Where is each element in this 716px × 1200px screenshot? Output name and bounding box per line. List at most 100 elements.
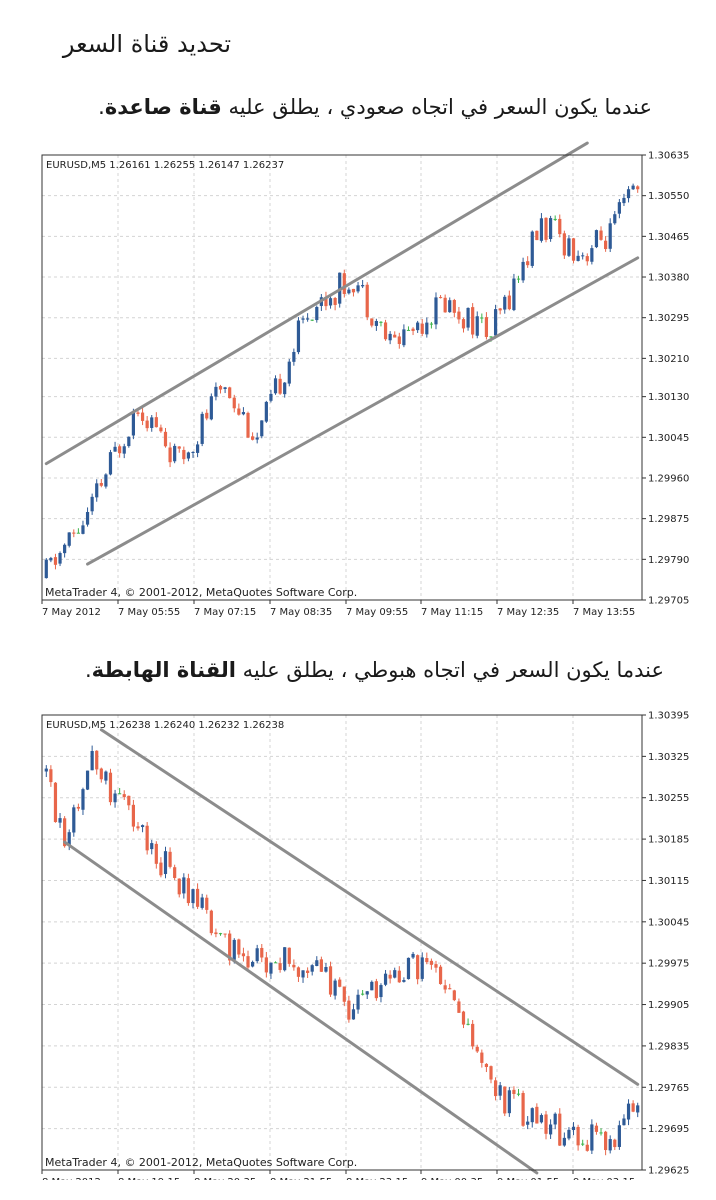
candle-body xyxy=(539,1115,544,1123)
candle-body xyxy=(503,296,507,310)
candle-body xyxy=(562,233,566,256)
y-tick-label: 1.30465 xyxy=(648,232,689,243)
x-tick-label: 8 May 23:15 xyxy=(346,1177,408,1180)
candle-body xyxy=(351,1009,356,1020)
candle-body xyxy=(425,958,429,963)
chart-watermark: MetaTrader 4, © 2001-2012, MetaQuotes So… xyxy=(45,1156,357,1169)
candle-body xyxy=(471,307,475,335)
candle-body xyxy=(99,768,103,780)
candle-body xyxy=(397,970,401,983)
y-tick-label: 1.30130 xyxy=(648,392,689,403)
candle-body xyxy=(273,962,278,964)
y-tick-label: 1.30115 xyxy=(648,876,689,887)
candle-body xyxy=(122,794,126,798)
candle-body xyxy=(631,1103,635,1112)
candle-body xyxy=(191,889,195,904)
candle-body xyxy=(475,1046,479,1052)
candle-body xyxy=(503,1086,507,1114)
candle-body xyxy=(622,1118,626,1126)
x-tick-label: 8 May 2012 xyxy=(42,1177,101,1180)
candle-body xyxy=(516,1093,521,1095)
candle-body xyxy=(136,826,140,829)
candle-body xyxy=(163,431,168,447)
candle-body xyxy=(448,988,452,990)
candle-body xyxy=(484,1063,489,1068)
candle-body xyxy=(328,966,333,995)
x-tick-label: 7 May 09:55 xyxy=(346,607,408,618)
chart-watermark: MetaTrader 4, © 2001-2012, MetaQuotes So… xyxy=(45,586,357,599)
candle-body xyxy=(608,223,612,249)
candle-body xyxy=(90,496,94,512)
candle-body xyxy=(571,1126,576,1131)
candle-body xyxy=(526,261,530,266)
candle-body xyxy=(622,197,626,204)
x-tick-label: 8 May 19:15 xyxy=(118,1177,180,1180)
x-tick-label: 9 May 03:15 xyxy=(573,1177,635,1180)
candle-body xyxy=(301,318,305,320)
candle-body xyxy=(553,1113,557,1125)
candle-body xyxy=(49,557,53,561)
candle-body xyxy=(379,985,383,998)
candle-body xyxy=(122,446,126,454)
candle-body xyxy=(209,910,213,934)
candle-body xyxy=(255,948,259,962)
candle-body xyxy=(544,1114,548,1134)
y-tick-label: 1.29790 xyxy=(648,555,689,566)
candle-body xyxy=(406,329,411,331)
candle-body xyxy=(411,953,415,958)
candle-body xyxy=(521,1092,525,1126)
candle-body xyxy=(95,750,99,770)
candle-body xyxy=(49,769,53,783)
candle-body xyxy=(131,412,135,436)
candle-body xyxy=(388,333,392,341)
candle-body xyxy=(237,408,241,415)
candle-body xyxy=(163,851,168,875)
candle-body xyxy=(113,793,117,803)
candle-body xyxy=(631,185,635,190)
candle-body xyxy=(374,321,378,326)
channel-line-lower xyxy=(63,840,539,1175)
candle-body xyxy=(108,452,113,475)
candle-body xyxy=(388,974,392,979)
candle-body xyxy=(393,970,397,978)
y-tick-label: 1.29625 xyxy=(648,1166,689,1177)
candle-body xyxy=(333,298,337,305)
candle-body xyxy=(420,323,424,334)
y-tick-label: 1.29905 xyxy=(648,1000,689,1011)
candle-body xyxy=(636,186,640,190)
candle-body xyxy=(324,296,328,307)
y-tick-label: 1.29960 xyxy=(648,473,689,484)
candle-body xyxy=(191,452,195,454)
candle-body xyxy=(108,772,113,803)
candle-body xyxy=(466,1023,470,1025)
channel-line-upper xyxy=(99,728,640,1086)
candle-body xyxy=(53,782,58,823)
candle-body xyxy=(604,1131,608,1151)
candle-body xyxy=(365,284,369,318)
candle-body xyxy=(228,387,232,399)
candle-body xyxy=(269,962,273,974)
caption-downtrend-bold: القناة الهابطة xyxy=(91,658,236,682)
candle-body xyxy=(205,412,209,419)
candle-body xyxy=(140,825,145,828)
candle-body xyxy=(581,255,585,257)
candle-body xyxy=(434,297,438,325)
caption-downtrend-text: عندما يكون السعر في اتجاه هبوطي ، يطلق ع… xyxy=(235,658,664,682)
candle-body xyxy=(383,322,388,340)
candle-body xyxy=(328,298,333,306)
candle-body xyxy=(241,412,246,415)
candle-body xyxy=(246,412,250,438)
candle-body xyxy=(260,420,264,437)
candle-body xyxy=(604,240,608,250)
candle-body xyxy=(452,300,456,313)
candle-body xyxy=(44,559,48,579)
candle-body xyxy=(535,230,539,241)
candle-body xyxy=(186,452,191,459)
candle-body xyxy=(347,1000,351,1020)
caption-downtrend-end: . xyxy=(84,658,92,682)
candle-body xyxy=(223,933,227,935)
candle-body xyxy=(452,990,456,1001)
y-tick-label: 1.29705 xyxy=(648,596,689,607)
candle-body xyxy=(351,288,356,293)
candle-body xyxy=(214,932,218,935)
